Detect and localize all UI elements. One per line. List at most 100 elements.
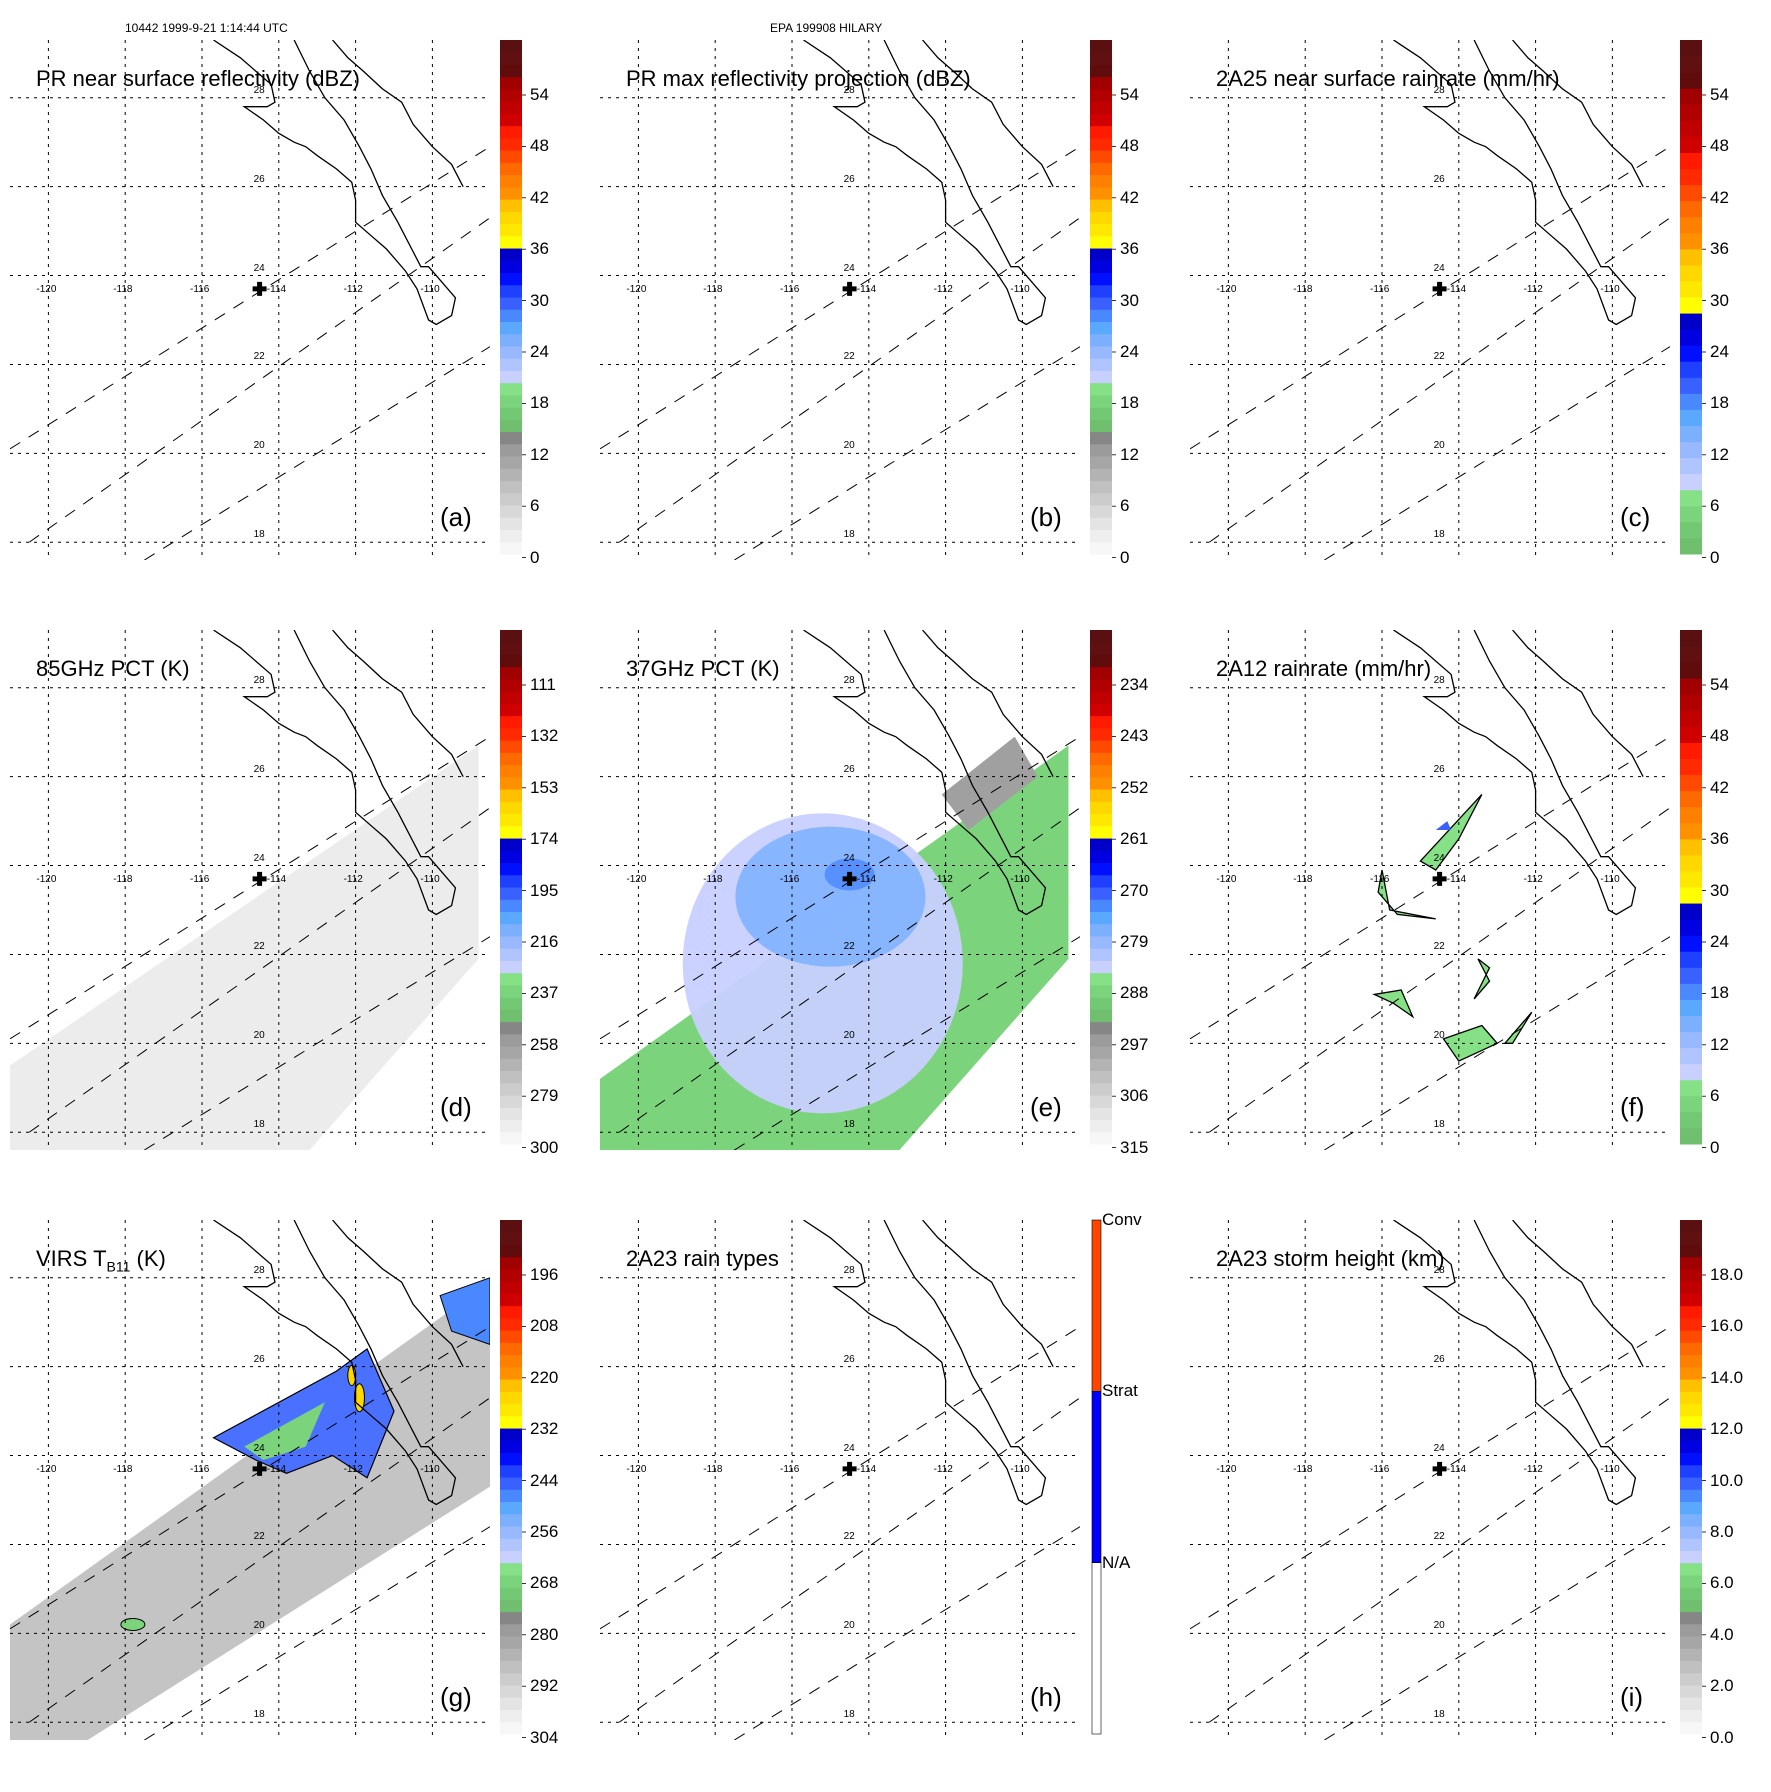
colorbar-swatch [500,443,522,457]
colorbar-tick-label: 48 [1710,726,1729,746]
coastline [803,40,1054,326]
colorbar-swatch [1680,1464,1702,1478]
colorbar-swatch [1680,678,1702,695]
colorbar-swatch [500,1046,522,1059]
colorbar-swatch [500,923,522,937]
colorbar-tick-label: 174 [530,829,559,849]
colorbar-tick-label: 6.0 [1710,1573,1734,1593]
colorbar-swatch [1680,774,1702,792]
colorbar-swatch [500,40,522,53]
mainland-coastline [922,1220,1054,1367]
lat-label: 24 [253,852,265,864]
storm-center-cross-icon [252,281,267,296]
baja-coastline [803,40,1047,326]
colorbar-swatch [500,1021,522,1035]
lat-label: 20 [843,1030,855,1042]
swath-edge-line [1324,1526,1670,1740]
swath-fill [10,1282,490,1740]
colorbar-swatch [1090,431,1112,445]
colorbar-swatch [1680,1428,1702,1441]
colorbar-swatch [1090,801,1112,815]
colorbar-swatch [500,137,522,151]
lat-label: 18 [253,1119,265,1131]
colorbar-tick-label: 261 [1120,829,1149,849]
lon-label: -110 [420,1463,440,1475]
lon-label: -116 [190,1463,210,1475]
colorbar-swatch [1090,740,1112,753]
lat-label: 20 [253,1620,265,1632]
colorbar-swatch [1090,505,1112,518]
colorbar-swatch [1090,456,1112,469]
lon-label: -110 [1600,283,1620,295]
colorbar [1680,1220,1706,1738]
colorbar-tick-label: 216 [530,931,559,951]
colorbar-swatch [1680,1366,1702,1380]
colorbar-tick-label: 0 [1710,547,1720,567]
colorbar-swatch [1680,313,1702,330]
lat-label: 24 [1433,1442,1445,1454]
gridlines [1190,630,1670,1150]
colorbar-tick-label: 208 [530,1316,559,1336]
colorbar-swatch [1090,997,1112,1010]
lon-label: -112 [343,1463,363,1475]
swath-lines [1190,1326,1670,1740]
colorbar-swatch [500,1697,522,1711]
colorbar-tick-label: 8.0 [1710,1521,1734,1541]
panel-title: PR near surface reflectivity (dBZ) [36,66,360,92]
swath-edge-line [600,1326,1080,1630]
colorbar-swatch [1090,1021,1112,1035]
colorbar-swatch [1680,72,1702,89]
lon-label: -118 [1293,873,1313,885]
swath-lines [10,146,490,560]
swath-edge-line [10,1326,490,1630]
colorbar-swatch [1090,948,1112,961]
colorbar-swatch [1090,162,1112,176]
colorbar-swatch [500,1379,522,1392]
lon-label: -116 [1370,873,1390,885]
colorbar-swatch [1680,1079,1702,1097]
storm-center-cross-icon [252,871,267,886]
map-area [10,1277,490,1740]
storm-center-cross-icon [1432,281,1447,296]
colorbar-swatch [1090,137,1112,151]
rain-patch [1419,794,1483,871]
colorbar-swatch [1680,630,1702,647]
colorbar-swatch [1090,1009,1112,1023]
lat-label: 26 [1433,763,1445,775]
colorbar-swatch [1680,1330,1702,1343]
colorbar-swatch [1090,1058,1112,1072]
swath-edge-line [28,1397,490,1723]
swath-edge-line [618,217,1080,543]
colorbar-tick-label: 18 [530,393,549,413]
colorbar-tick-label: 42 [1710,777,1729,797]
colorbar [1090,40,1116,558]
colorbar-swatch [1090,125,1112,139]
panel-h: -120 -118 -116 -114 -112 -110 28 26 24 22 20 18 2A23… [590,1202,1180,1792]
swath-lines [600,736,1080,1150]
lat-label: 22 [1433,941,1445,953]
lon-label: -110 [420,873,440,885]
colorbar-swatch [500,284,522,298]
colorbar-swatch [1680,136,1702,153]
colorbar-swatch [1090,76,1112,90]
colorbar-tick-label: 42 [1710,187,1729,207]
colorbar-tick-label: 54 [1120,84,1139,104]
colorbar-swatch [500,1489,522,1502]
swath-edge-line [734,1526,1080,1740]
colorbar-swatch [500,1107,522,1121]
colorbar [500,630,526,1148]
colorbar-swatch [1090,887,1112,900]
lon-label: -120 [626,283,647,295]
colorbar-tick-label: 300 [530,1137,559,1157]
colorbar-swatch [1680,822,1702,840]
swath-lines [600,1326,1080,1740]
colorbar-tick-label: 42 [1120,187,1139,207]
colorbar-swatch [500,1330,522,1343]
colorbar-category-swatch [1091,1219,1102,1392]
colorbar-swatch [1090,223,1112,237]
lon-label: -116 [1370,283,1390,295]
colorbar-swatch [1680,1305,1702,1319]
colorbar-swatch [1680,264,1702,282]
colorbar-tick-label: 24 [530,341,549,361]
colorbar-swatch [500,1672,522,1686]
